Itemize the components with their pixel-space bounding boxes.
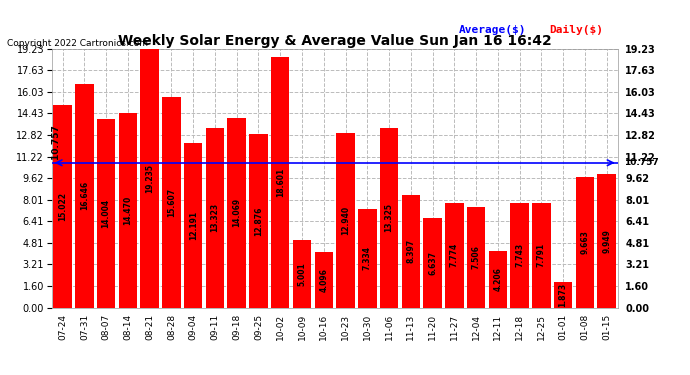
Bar	[358, 209, 377, 308]
Text: 15.607: 15.607	[167, 188, 176, 217]
Bar	[184, 144, 202, 308]
Text: Average($): Average($)	[459, 24, 526, 34]
Bar	[489, 251, 507, 308]
Bar	[336, 134, 355, 308]
Text: 7.774: 7.774	[450, 243, 459, 267]
Bar	[554, 282, 573, 308]
Bar	[380, 128, 398, 308]
Bar	[249, 134, 268, 308]
Text: 13.325: 13.325	[384, 203, 393, 232]
Text: 14.470: 14.470	[124, 195, 132, 225]
Text: 7.791: 7.791	[537, 243, 546, 267]
Bar	[575, 177, 594, 308]
Text: 16.646: 16.646	[80, 181, 89, 210]
Text: 13.323: 13.323	[210, 203, 219, 232]
Text: 6.637: 6.637	[428, 251, 437, 275]
Bar	[162, 98, 181, 308]
Bar	[141, 49, 159, 308]
Bar	[315, 252, 333, 308]
Text: 14.004: 14.004	[101, 199, 110, 228]
Bar	[532, 202, 551, 308]
Bar	[402, 195, 420, 308]
Bar	[445, 203, 464, 308]
Bar	[424, 218, 442, 308]
Text: Daily($): Daily($)	[550, 24, 604, 34]
Text: 18.601: 18.601	[276, 168, 285, 197]
Bar	[53, 105, 72, 308]
Bar	[119, 113, 137, 308]
Bar	[467, 207, 485, 308]
Bar	[271, 57, 290, 308]
Text: 7.334: 7.334	[363, 246, 372, 270]
Text: 4.206: 4.206	[493, 267, 502, 291]
Text: 5.001: 5.001	[297, 262, 306, 286]
Bar	[97, 119, 115, 308]
Bar	[75, 84, 94, 308]
Text: 19.235: 19.235	[145, 164, 154, 193]
Text: 10.757: 10.757	[52, 125, 61, 163]
Bar	[598, 174, 616, 308]
Text: 9.663: 9.663	[580, 231, 589, 254]
Text: 15.022: 15.022	[58, 192, 67, 221]
Text: 12.191: 12.191	[188, 211, 198, 240]
Text: 8.397: 8.397	[406, 239, 415, 263]
Text: 14.069: 14.069	[233, 198, 241, 227]
Text: 1.873: 1.873	[559, 283, 568, 307]
Text: 4.096: 4.096	[319, 268, 328, 292]
Text: 10.757: 10.757	[624, 158, 659, 167]
Text: 12.940: 12.940	[341, 206, 350, 235]
Text: 12.876: 12.876	[254, 206, 263, 236]
Bar	[511, 203, 529, 308]
Bar	[228, 118, 246, 308]
Text: 7.506: 7.506	[471, 245, 481, 269]
Bar	[206, 128, 224, 308]
Text: 7.743: 7.743	[515, 243, 524, 267]
Bar	[293, 240, 311, 308]
Title: Weekly Solar Energy & Average Value Sun Jan 16 16:42: Weekly Solar Energy & Average Value Sun …	[118, 34, 551, 48]
Text: 9.949: 9.949	[602, 229, 611, 252]
Text: Copyright 2022 Cartronics.com: Copyright 2022 Cartronics.com	[7, 39, 148, 48]
